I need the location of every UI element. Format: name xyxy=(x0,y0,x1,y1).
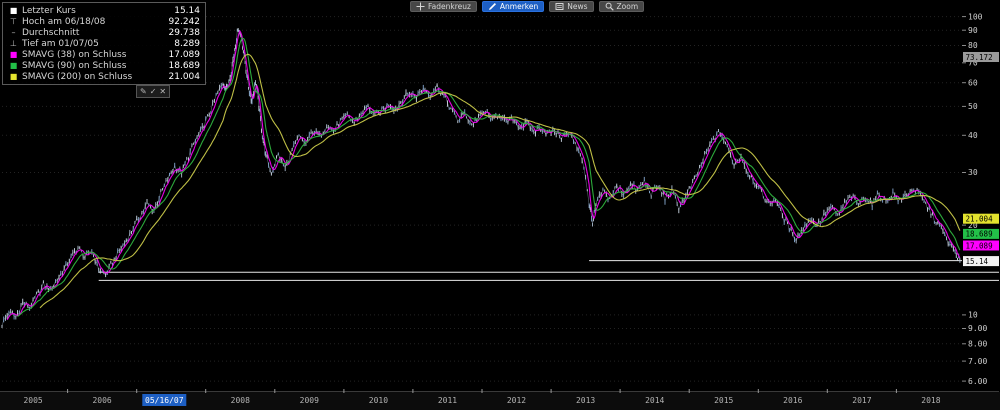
svg-text:7.00: 7.00 xyxy=(968,357,987,366)
annotate-button[interactable]: Anmerken xyxy=(481,1,545,12)
legend-row-high: ⊤ Hoch am 06/18/08 92.242 xyxy=(8,16,200,27)
legend-label: Durchschnitt xyxy=(22,27,80,38)
news-button[interactable]: News xyxy=(549,1,594,12)
time-axis: 2005 2006 05/16/07 2008 2009 2010 2011 2012 2013… xyxy=(0,389,1000,410)
legend-row-low: ⊥ Tief am 01/07/05 8.289 xyxy=(8,38,200,49)
smavg-90-line xyxy=(17,37,961,317)
price-marker-tag xyxy=(963,228,999,239)
svg-text:2018: 2018 xyxy=(921,396,940,405)
legend-row-last-price: ■ Letzter Kurs 15.14 xyxy=(8,5,200,16)
close-icon[interactable]: ✕ xyxy=(159,87,167,96)
button-label: Anmerken xyxy=(499,2,539,11)
svg-text:2016: 2016 xyxy=(783,396,802,405)
svg-text:20: 20 xyxy=(968,221,978,230)
high-marker-icon: ⊤ xyxy=(10,16,17,26)
price-marker-tag xyxy=(963,213,999,224)
legend-label: Hoch am 06/18/08 xyxy=(22,16,106,27)
legend-label: SMAVG (38) on Schluss xyxy=(22,49,127,60)
price-marker-tag xyxy=(963,256,999,267)
news-icon xyxy=(555,3,564,10)
svg-text:18.689: 18.689 xyxy=(966,230,993,239)
price-marker-tag xyxy=(963,240,999,251)
svg-text:8.00: 8.00 xyxy=(968,340,987,349)
svg-text:2006: 2006 xyxy=(92,396,111,405)
button-label: News xyxy=(567,2,588,11)
highlighted-date-tag xyxy=(142,394,187,406)
svg-text:73.172: 73.172 xyxy=(966,53,993,62)
price-series xyxy=(1,28,961,328)
legend-value: 92.242 xyxy=(168,16,201,27)
svg-text:2005: 2005 xyxy=(23,396,42,405)
legend-value: 18.689 xyxy=(168,60,201,71)
svg-text:60: 60 xyxy=(968,78,978,87)
smavg200-marker-icon: ■ xyxy=(9,71,18,81)
legend-value: 17.089 xyxy=(168,49,201,60)
legend-value: 29.738 xyxy=(168,27,201,38)
legend-row-smavg-90: ■ SMAVG (90) on Schluss 18.689 xyxy=(8,60,200,71)
svg-text:2009: 2009 xyxy=(300,396,319,405)
crosshair-icon xyxy=(416,2,425,11)
svg-text:15.14: 15.14 xyxy=(966,257,989,266)
svg-text:9.00: 9.00 xyxy=(968,324,987,333)
svg-text:2014: 2014 xyxy=(645,396,664,405)
button-label: Zoom xyxy=(616,2,639,11)
svg-text:80: 80 xyxy=(968,41,978,50)
legend-value: 8.289 xyxy=(174,38,200,49)
low-marker-icon: ⊥ xyxy=(10,38,17,48)
svg-text:10: 10 xyxy=(968,311,978,320)
crosshair-button[interactable]: Fadenkreuz xyxy=(410,1,477,12)
legend-value: 15.14 xyxy=(174,5,200,16)
svg-text:40: 40 xyxy=(968,131,978,140)
svg-text:2013: 2013 xyxy=(576,396,595,405)
svg-text:90: 90 xyxy=(968,26,978,35)
svg-text:2015: 2015 xyxy=(714,396,733,405)
svg-text:50: 50 xyxy=(968,102,978,111)
smavg-200-line xyxy=(39,53,961,309)
price-axis: 100 90 80 70 60 50 40 30 20 10 9.00 8.00 7.00 6.00 xyxy=(962,12,987,386)
legend-panel: ■ Letzter Kurs 15.14 ⊤ Hoch am 06/18/08 … xyxy=(2,2,206,85)
pencil-icon[interactable]: ✎ xyxy=(140,87,147,96)
legend-row-average: – Durchschnitt 29.738 xyxy=(8,27,201,38)
svg-text:2010: 2010 xyxy=(369,396,388,405)
svg-text:17.089: 17.089 xyxy=(966,241,993,250)
support-lines[interactable] xyxy=(98,260,999,281)
legend-label: SMAVG (90) on Schluss xyxy=(22,60,127,71)
legend-label: Tief am 01/07/05 xyxy=(22,38,99,49)
svg-text:2017: 2017 xyxy=(852,396,871,405)
price-marker-tag xyxy=(963,52,999,62)
annotation-mini-toolbar[interactable]: ✎ ✓ ✕ xyxy=(136,85,171,98)
legend-label: SMAVG (200) on Schluss xyxy=(22,71,133,82)
legend-value: 21.004 xyxy=(168,71,201,82)
magnifier-icon xyxy=(605,2,614,11)
average-marker-icon: – xyxy=(11,27,16,37)
check-icon[interactable]: ✓ xyxy=(149,87,157,96)
series-marker-icon: ■ xyxy=(9,5,18,15)
pencil-icon xyxy=(488,3,496,10)
svg-text:05/16/07: 05/16/07 xyxy=(145,396,184,405)
svg-text:2011: 2011 xyxy=(438,396,457,405)
smavg90-marker-icon: ■ xyxy=(9,60,18,70)
chart-toolbar: Fadenkreuz Anmerken News Zoom xyxy=(410,1,645,12)
legend-label: Letzter Kurs xyxy=(22,5,76,16)
zoom-button[interactable]: Zoom xyxy=(598,1,645,12)
svg-text:6.00: 6.00 xyxy=(968,377,987,386)
svg-text:30: 30 xyxy=(968,168,978,177)
svg-text:70: 70 xyxy=(968,59,978,68)
price-markers: 73.172 21.004 18.689 17.089 15.14 xyxy=(963,52,999,267)
svg-text:2008: 2008 xyxy=(231,396,250,405)
svg-text:2012: 2012 xyxy=(507,396,526,405)
svg-text:100: 100 xyxy=(968,12,983,21)
legend-row-smavg-38: ■ SMAVG (38) on Schluss 17.089 xyxy=(8,49,200,60)
smavg38-marker-icon: ■ xyxy=(9,49,18,59)
button-label: Fadenkreuz xyxy=(428,2,471,11)
legend-row-smavg-200: ■ SMAVG (200) on Schluss 21.004 xyxy=(8,71,200,82)
svg-text:21.004: 21.004 xyxy=(966,215,994,224)
